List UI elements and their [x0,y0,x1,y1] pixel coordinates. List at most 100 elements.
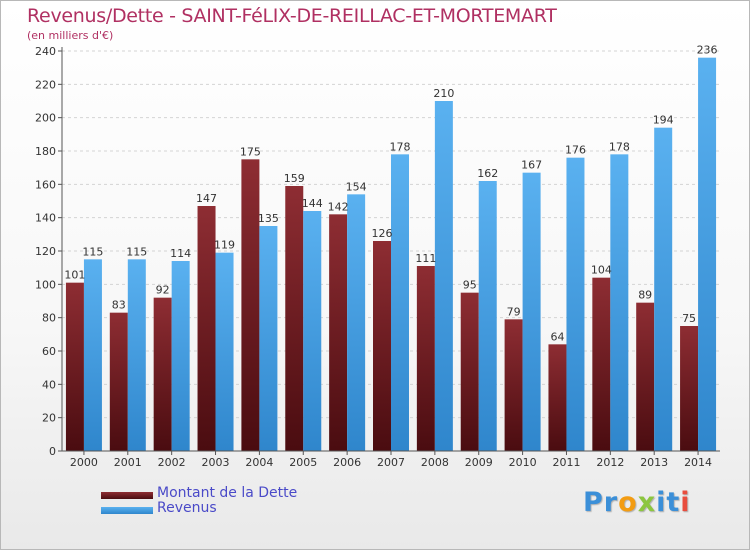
bar-debt [285,186,304,451]
legend-swatch-revenus [101,507,153,514]
logo-letter: P [583,487,604,518]
data-label-debt: 126 [372,227,393,240]
x-tick-label: 2001 [114,456,142,469]
data-label-debt: 175 [240,145,261,158]
bar-debt [197,206,216,451]
data-label-revenus: 115 [82,245,103,258]
chart-title: Revenus/Dette - SAINT-FéLIX-DE-REILLAC-E… [27,5,557,27]
data-label-revenus: 236 [697,44,718,57]
y-tick-label: 40 [42,378,56,391]
data-label-debt: 75 [682,312,696,325]
bar-debt [241,159,260,452]
legend-label-dette: Montant de la Dette [157,485,298,501]
y-tick-label: 120 [35,245,56,258]
data-label-revenus: 210 [433,87,454,100]
logo-letter: o [618,487,638,518]
data-label-debt: 142 [328,200,349,213]
data-label-debt: 147 [196,192,217,205]
x-tick-label: 2010 [509,456,537,469]
x-tick-label: 2014 [684,456,712,469]
bar-revenus [171,261,190,451]
data-label-debt: 83 [112,299,126,312]
bar-revenus [522,172,541,451]
logo-letter: r [603,487,619,518]
bar-debt [65,282,84,451]
data-label-revenus: 178 [609,140,630,153]
bar-debt [680,326,699,451]
bar-revenus [127,259,146,451]
bar-revenus [698,57,717,452]
data-label-revenus: 119 [214,239,235,252]
logo-letter: i [680,487,691,518]
x-tick-label: 2008 [421,456,449,469]
data-label-debt: 64 [550,330,564,343]
logo-letter: t [666,487,681,518]
data-label-revenus: 135 [258,212,279,225]
data-label-revenus: 114 [170,247,191,260]
x-tick-label: 2003 [202,456,230,469]
bar-debt [504,319,523,451]
bar-debt [592,277,611,451]
data-label-debt: 159 [284,172,305,185]
bar-revenus [83,259,102,451]
legend-swatch-dette [101,492,153,499]
bar-revenus [654,127,673,452]
x-tick-label: 2012 [596,456,624,469]
legend-label-revenus: Revenus [157,500,217,516]
x-tick-label: 2011 [552,456,580,469]
y-tick-label: 200 [35,112,56,125]
logo-letter: x [637,487,657,518]
x-tick-label: 2004 [245,456,273,469]
data-label-revenus: 167 [521,159,542,172]
bar-debt [548,344,567,451]
y-tick-label: 180 [35,145,56,158]
data-label-revenus: 144 [302,197,323,210]
x-tick-label: 2005 [289,456,317,469]
data-label-debt: 92 [156,284,170,297]
bar-debt [373,241,391,451]
data-label-revenus: 194 [653,114,674,127]
y-tick-label: 140 [35,212,56,225]
data-label-debt: 89 [638,289,652,302]
bar-debt [416,266,435,451]
data-label-revenus: 154 [346,180,367,193]
bar-debt [153,297,172,451]
y-tick-label: 80 [42,312,56,325]
bar-debt [109,312,128,451]
chart-subtitle: (en milliers d'€) [27,29,114,42]
y-tick-label: 20 [42,412,56,425]
bar-revenus [347,194,366,452]
y-tick-label: 60 [42,345,56,358]
logo-letter: i [656,487,667,518]
bar-revenus [391,154,409,452]
data-label-revenus: 162 [477,167,498,180]
y-tick-label: 0 [49,445,56,458]
bar-revenus [566,157,585,451]
bar-debt [329,214,348,451]
data-label-revenus: 115 [126,245,147,258]
y-tick-label: 220 [35,78,56,91]
x-tick-label: 2006 [333,456,361,469]
x-tick-label: 2007 [377,456,405,469]
data-label-debt: 101 [64,269,85,282]
x-tick-label: 2013 [640,456,668,469]
bar-revenus [259,226,278,451]
bar-debt [460,292,479,451]
data-label-revenus: 176 [565,144,586,157]
data-label-debt: 111 [415,252,436,265]
bar-revenus [610,154,629,452]
x-tick-label: 2002 [158,456,186,469]
data-label-debt: 95 [463,279,477,292]
y-tick-label: 240 [35,45,56,58]
bar-revenus [303,211,322,451]
bar-revenus [215,252,234,451]
y-tick-label: 160 [35,178,56,191]
x-tick-label: 2009 [465,456,493,469]
bar-revenus [434,101,453,451]
bar-revenus [478,181,497,451]
data-label-revenus: 178 [390,140,411,153]
data-label-debt: 79 [507,305,521,318]
bar-debt [636,302,655,451]
